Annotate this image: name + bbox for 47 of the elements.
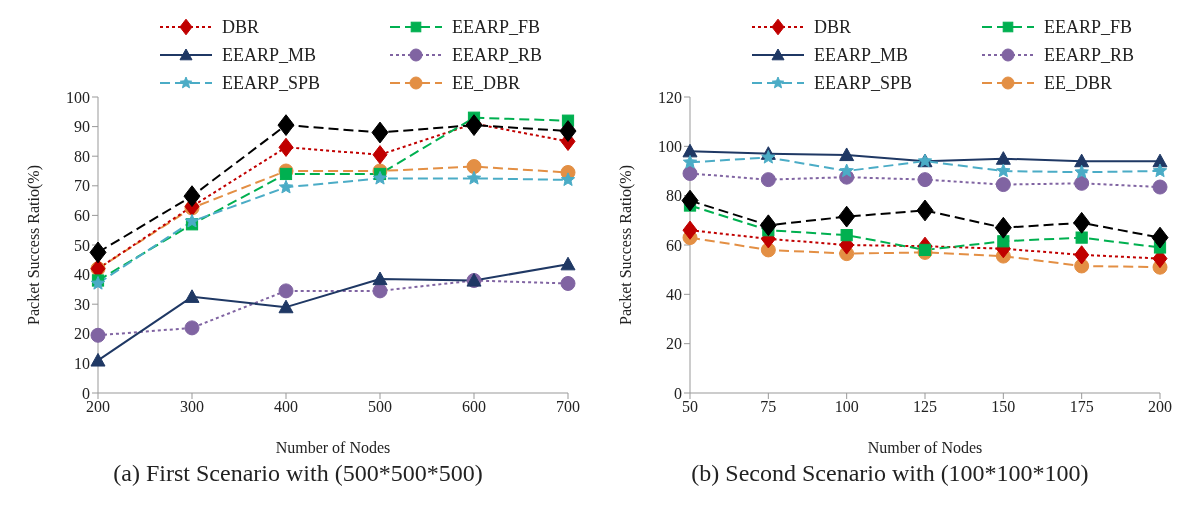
y-axis-title: Packet Success Ratio(%)	[616, 165, 635, 325]
x-axis-title: Number of Nodes	[867, 439, 983, 456]
x-tick-label: 200	[1148, 398, 1172, 416]
legend-label: EE_DBR	[452, 72, 521, 94]
x-tick-label: 700	[556, 398, 580, 416]
x-tick-label: 125	[913, 398, 937, 416]
legend-label: EE_DBR	[1044, 72, 1113, 94]
x-tick-label: 600	[462, 398, 486, 416]
x-tick-label: 300	[180, 398, 204, 416]
y-tick-label: 20	[74, 325, 90, 343]
legend-label: EEARP_MB	[222, 44, 317, 66]
y-tick-label: 10	[74, 355, 90, 373]
y-tick-label: 20	[666, 335, 682, 353]
legend-label: DBR	[814, 16, 852, 38]
y-tick-label: 60	[74, 207, 90, 225]
y-tick-label: 50	[74, 236, 90, 254]
y-axis-title: Packet Success Ratio(%)	[24, 165, 43, 325]
x-tick-label: 175	[1069, 398, 1094, 416]
x-axis-title: Number of Nodes	[275, 439, 391, 456]
y-tick-label: 100	[658, 138, 682, 156]
x-tick-label: 150	[991, 398, 1016, 416]
x-tick-label: 500	[368, 398, 392, 416]
y-tick-label: 80	[74, 147, 90, 165]
y-tick-label: 100	[66, 88, 90, 106]
y-tick-label: 40	[74, 266, 90, 284]
y-tick-label: 60	[666, 236, 682, 254]
y-tick-label: 70	[74, 177, 90, 195]
text: (b) Second Scenario with (100*100*100)	[691, 460, 1089, 487]
x-tick-label: 75	[760, 398, 777, 416]
text: (a) First Scenario with (500*500*500)	[113, 460, 483, 487]
legend-label: EEARP_RB	[1044, 44, 1135, 66]
y-tick-label: 40	[666, 286, 682, 304]
y-tick-label: 0	[674, 384, 682, 402]
legend-label: EEARP_FB	[1044, 16, 1133, 38]
y-tick-label: 80	[666, 187, 682, 205]
legend-label: EEARP_RB	[452, 44, 543, 66]
legend-label: DBR	[222, 16, 260, 38]
y-tick-label: 90	[74, 118, 90, 136]
legend-label: EEARP_SPB	[222, 72, 321, 94]
x-tick-label: 400	[274, 398, 298, 416]
legend-label: EEARP_FB	[452, 16, 541, 38]
y-tick-label: 30	[74, 295, 90, 313]
legend-label: EEARP_MB	[814, 44, 909, 66]
y-tick-label: 120	[658, 88, 682, 106]
legend-label: EEARP_SPB	[814, 72, 913, 94]
x-tick-label: 100	[834, 398, 859, 416]
x-tick-label: 50	[682, 398, 698, 416]
